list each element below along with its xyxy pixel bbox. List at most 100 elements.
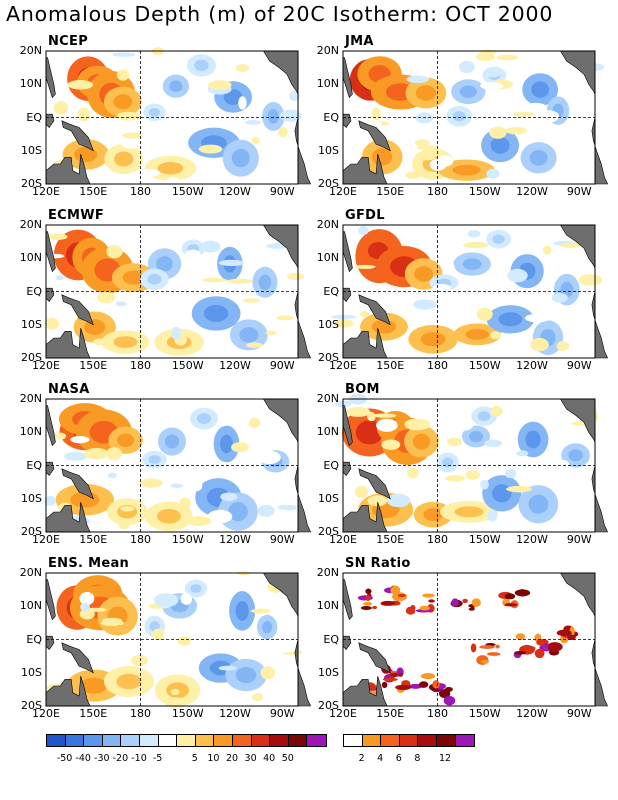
field-layer (357, 585, 579, 706)
anomaly-patch (551, 459, 569, 468)
lat-tick-label: 10N (19, 599, 42, 613)
lon-tick-label: 90W (269, 359, 295, 372)
sn-patch (515, 633, 526, 641)
colorbar-swatch (158, 735, 178, 746)
land-shape (45, 154, 91, 185)
anomaly-blob (568, 449, 583, 462)
lon-tick-label: 150W (171, 533, 204, 546)
anomaly-blob (442, 457, 454, 468)
anomaly-tick-label: -5 (152, 753, 163, 764)
sn-patch (443, 695, 456, 706)
panel-title: JMA (345, 34, 374, 49)
anomaly-patch (524, 313, 551, 323)
lon-tick-label: 90W (566, 185, 592, 198)
sn-patch (395, 684, 412, 691)
sn-patch (428, 599, 435, 603)
field-layer (335, 394, 599, 528)
lat-tick-label: 10S (318, 143, 339, 157)
anomaly-patch (367, 495, 388, 507)
anomaly-patch (289, 91, 300, 102)
lon-tick-label: 120W (219, 359, 251, 372)
lon-tick-label: 150W (171, 359, 204, 372)
lon-tick-label: 90W (269, 707, 295, 720)
anomaly-blob (420, 332, 446, 347)
anomaly-patch (218, 259, 244, 267)
anomaly-tick-label: 50 (281, 753, 294, 764)
anomaly-blob (220, 434, 233, 454)
lon-tick-label: 150E (79, 359, 108, 372)
anomaly-patch (331, 315, 357, 320)
lon-tick-label: 120E (329, 185, 357, 198)
lat-tick-label: 20N (19, 218, 42, 231)
anomaly-patch (367, 411, 376, 422)
anomaly-blob (117, 433, 135, 448)
land-shape (45, 676, 91, 707)
anomaly-patch (490, 331, 501, 340)
anomaly-blob (113, 94, 133, 110)
anomaly-patch (413, 299, 437, 310)
map-jma (342, 49, 609, 185)
sn-patch (451, 598, 459, 607)
panel-title: ENS. Mean (48, 556, 130, 571)
anomaly-patch (79, 591, 95, 606)
sn-patch (486, 652, 501, 656)
sn-patch (420, 672, 436, 680)
colorbar-swatch (399, 735, 419, 746)
sn-patch (462, 598, 468, 604)
lat-tick-label: 20S (318, 177, 339, 190)
anomaly-patch (567, 251, 580, 258)
lon-tick-label: 150E (79, 533, 108, 546)
map-frame (342, 224, 596, 359)
anomaly-patch (504, 469, 517, 479)
anomaly-patch (542, 245, 552, 255)
anomaly-patch (334, 318, 354, 328)
lon-tick-label: 120W (516, 359, 548, 372)
anomaly-patch (512, 112, 536, 117)
anomaly-blob (412, 433, 431, 450)
anomaly-patch (489, 126, 507, 139)
anomaly-blob (492, 484, 512, 503)
anomaly-blob (529, 149, 548, 166)
anomaly-patch (208, 80, 232, 90)
anomaly-blob (414, 266, 434, 282)
anomaly-patch (440, 71, 454, 78)
anomaly-patch (444, 475, 465, 482)
lon-tick-label: 90W (566, 359, 592, 372)
anomaly-blob (492, 234, 505, 244)
anomaly-blob (203, 304, 229, 323)
anomaly-blob (148, 455, 161, 464)
anomaly-patch (443, 262, 455, 274)
colorbar-swatch (214, 735, 233, 746)
anomaly-patch (475, 52, 495, 62)
anomaly-patch (235, 64, 250, 72)
land-shape (342, 502, 388, 533)
sn-patch (360, 605, 372, 610)
anomaly-patch (116, 120, 132, 125)
anomaly-patch (406, 75, 430, 84)
land-shape (45, 502, 91, 533)
anomaly-patch (102, 617, 122, 623)
anomaly-patch (184, 249, 202, 263)
colorbar-swatch (455, 735, 475, 746)
lat-tick-label: 10N (316, 251, 339, 265)
colorbar-swatch (65, 735, 85, 746)
anomaly-blob (459, 85, 477, 98)
sn-ratio-colorbar (343, 734, 476, 747)
land-shape (61, 294, 94, 326)
anomaly-patch (508, 300, 535, 306)
anomaly-patch (121, 139, 143, 149)
anomaly-tick-label: -40 (75, 753, 91, 764)
land-shape (342, 328, 388, 359)
lon-tick-label: 150W (171, 185, 204, 198)
anomaly-patch (485, 68, 501, 78)
anomaly-patch (107, 472, 117, 479)
anomaly-tick-label: 20 (225, 753, 239, 764)
lat-tick-label: 20N (316, 218, 339, 231)
anomaly-patch (480, 479, 489, 490)
anomaly-patch (257, 257, 280, 267)
sn-tick-label: 8 (414, 753, 421, 764)
anomaly-patch (505, 126, 528, 135)
anomaly-patch (115, 301, 127, 307)
colorbar-swatch (436, 735, 456, 746)
colorbar-swatch (251, 735, 271, 746)
